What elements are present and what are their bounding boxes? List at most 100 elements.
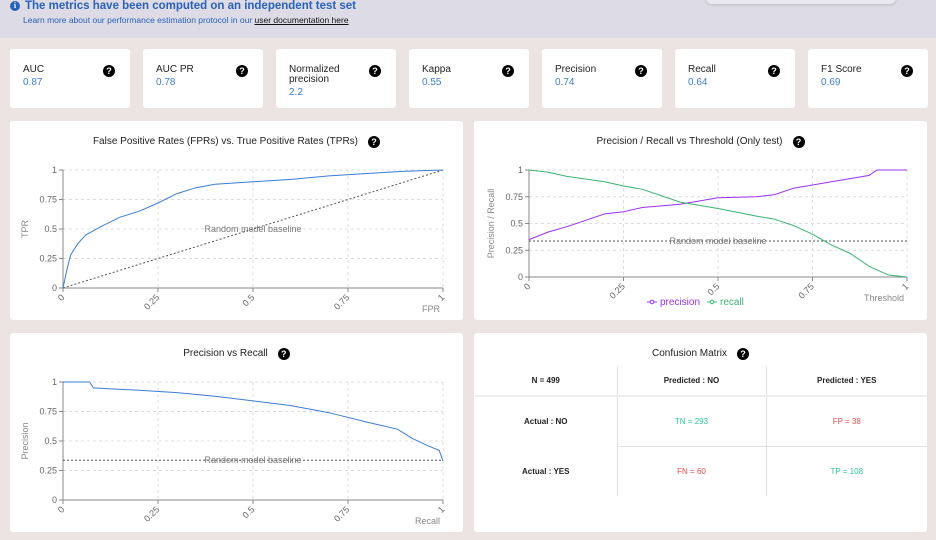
confusion-matrix: N = 499 Predicted : NO Predicted : YES Act… bbox=[475, 366, 927, 496]
y-tick-label: 1 bbox=[52, 165, 57, 175]
metric-card: Normalized precision 2.2 ? bbox=[276, 49, 396, 108]
metric-card: Recall 0.64 ? bbox=[675, 49, 795, 108]
y-tick-label: 1 bbox=[52, 377, 57, 387]
pr-chart: 0 0.25 0.5 0.75 100.250.50.751RecallPrecisio… bbox=[20, 377, 447, 526]
chart-title: Precision vs Recall bbox=[183, 348, 268, 359]
fp-cell: FP = 38 bbox=[766, 396, 927, 447]
metric-label: Recall bbox=[688, 64, 716, 75]
question-circle-icon[interactable]: ? bbox=[277, 348, 290, 360]
metric-label: Precision bbox=[555, 64, 597, 75]
metric-card: Kappa 0.55 ? bbox=[409, 49, 529, 108]
metric-value: 0.74 bbox=[555, 77, 575, 88]
x-tick-label: 0.5 bbox=[240, 292, 256, 308]
confusion-title: Confusion Matrix bbox=[651, 348, 728, 359]
info-icon: i bbox=[10, 1, 20, 11]
question-circle-icon[interactable]: ? bbox=[368, 136, 381, 148]
banner-title: The metrics have been computed on an ind… bbox=[25, 0, 357, 12]
threshold-chart: 0 0.25 0.5 0.75 100.250.50.751ThresholdPreci… bbox=[486, 165, 910, 308]
y-tick-label: 0.75 bbox=[505, 192, 523, 202]
baseline-label: Random model baseline bbox=[669, 236, 766, 246]
question-circle-icon[interactable]: ? bbox=[236, 65, 248, 77]
tp-cell: TP = 108 bbox=[830, 466, 864, 476]
metric-value: 0.87 bbox=[23, 77, 43, 88]
x-tick-label: 0.25 bbox=[607, 281, 626, 300]
metric-label: Kappa bbox=[422, 64, 451, 75]
documentation-link[interactable]: user documentation here bbox=[254, 15, 349, 25]
y-tick-label: 0.5 bbox=[510, 219, 523, 229]
x-tick-label: 0.75 bbox=[796, 281, 815, 300]
y-tick-label: 0.25 bbox=[39, 254, 57, 264]
y-axis-label: Precision bbox=[20, 422, 30, 459]
x-tick-label: 0.5 bbox=[705, 281, 721, 297]
metric-card: F1 Score 0.69 ? bbox=[808, 49, 928, 108]
y-tick-label: 0.25 bbox=[505, 245, 523, 255]
actual-no-header: Actual : NO bbox=[475, 396, 618, 446]
legend-label: precision bbox=[660, 297, 700, 308]
pr-panel: Precision vs Recall? 0 0.25 0.5 0.75 1 0 0.25 0… bbox=[10, 333, 463, 532]
question-circle-icon[interactable]: ? bbox=[901, 65, 913, 77]
threshold-panel: Precision / Recall vs Threshold (Only te… bbox=[474, 121, 927, 320]
question-circle-icon[interactable]: ? bbox=[502, 65, 514, 77]
baseline-label: Random model baseline bbox=[204, 224, 301, 234]
question-circle-icon[interactable]: ? bbox=[369, 65, 381, 77]
y-tick-label: 1 bbox=[518, 165, 523, 175]
baseline-label: Random model baseline bbox=[204, 455, 301, 465]
y-tick-label: 0 bbox=[52, 495, 57, 505]
fn-cell: FN = 60 bbox=[617, 446, 767, 496]
y-tick-label: 0.75 bbox=[39, 407, 57, 417]
chart-title: Precision / Recall vs Threshold (Only te… bbox=[596, 136, 783, 147]
metric-label: F1 Score bbox=[821, 64, 862, 75]
question-circle-icon[interactable]: ? bbox=[768, 65, 780, 77]
x-tick-label: 0.75 bbox=[332, 504, 351, 523]
data-series-line bbox=[63, 381, 444, 462]
question-circle-icon[interactable]: ? bbox=[103, 65, 115, 77]
metric-value: 0.64 bbox=[688, 77, 708, 88]
x-axis-label: Recall bbox=[415, 516, 440, 526]
x-tick-label: 0.25 bbox=[142, 504, 161, 523]
metric-card: Precision 0.74 ? bbox=[542, 49, 662, 108]
y-tick-label: 0.5 bbox=[44, 224, 57, 234]
y-tick-label: 0 bbox=[518, 272, 523, 282]
x-tick-label: 1 bbox=[436, 504, 447, 515]
x-tick-label: 0.25 bbox=[142, 292, 161, 311]
y-axis-label: TPR bbox=[20, 219, 30, 238]
metric-value: 0.55 bbox=[422, 77, 442, 88]
pred-no-header: Predicted : NO bbox=[617, 366, 767, 397]
y-tick-label: 0.75 bbox=[39, 195, 57, 205]
legend-marker-dot bbox=[709, 299, 715, 305]
question-circle-icon[interactable]: ? bbox=[792, 136, 805, 148]
y-axis-label: Precision / Recall bbox=[486, 189, 496, 259]
data-series-line bbox=[62, 169, 444, 289]
metric-label: AUC PR bbox=[156, 64, 194, 75]
legend-marker-dot bbox=[649, 299, 655, 305]
x-tick-label: 0.75 bbox=[332, 292, 351, 311]
n-label: N = 499 bbox=[475, 366, 618, 397]
top-button[interactable] bbox=[706, 0, 896, 4]
question-circle-icon[interactable]: ? bbox=[635, 65, 647, 77]
x-tick-label: 0 bbox=[522, 281, 533, 292]
legend-label: recall bbox=[720, 297, 744, 308]
y-tick-label: 0.5 bbox=[44, 436, 57, 446]
tn-cell: TN = 293 bbox=[617, 396, 767, 447]
metric-value: 2.2 bbox=[289, 87, 303, 98]
actual-yes-header: Actual : YES bbox=[475, 446, 618, 496]
metric-card: AUC PR 0.78 ? bbox=[143, 49, 263, 108]
metric-label: Normalized precision bbox=[289, 64, 340, 85]
x-tick-label: 0 bbox=[56, 292, 67, 303]
metric-value: 0.69 bbox=[821, 77, 841, 88]
metric-value: 0.78 bbox=[156, 77, 176, 88]
x-axis-label: Threshold bbox=[864, 293, 904, 303]
roc-panel: False Positive Rates (FPRs) vs. True Pos… bbox=[10, 121, 463, 320]
banner-subtitle: Learn more about our performance estimat… bbox=[23, 15, 253, 25]
recall-series-line bbox=[528, 169, 908, 278]
question-circle-icon[interactable]: ? bbox=[737, 348, 750, 360]
y-tick-label: 0.25 bbox=[39, 466, 57, 476]
x-tick-label: 0 bbox=[56, 504, 67, 515]
x-tick-label: 1 bbox=[436, 292, 447, 303]
confusion-panel: Confusion Matrix? N = 499 Predicted : NO P… bbox=[474, 333, 927, 532]
metric-card: AUC 0.87 ? bbox=[10, 49, 130, 108]
info-banner: i The metrics have been computed on an in… bbox=[0, 0, 936, 38]
x-axis-label: FPR bbox=[422, 304, 441, 314]
chart-title: False Positive Rates (FPRs) vs. True Pos… bbox=[92, 136, 359, 147]
